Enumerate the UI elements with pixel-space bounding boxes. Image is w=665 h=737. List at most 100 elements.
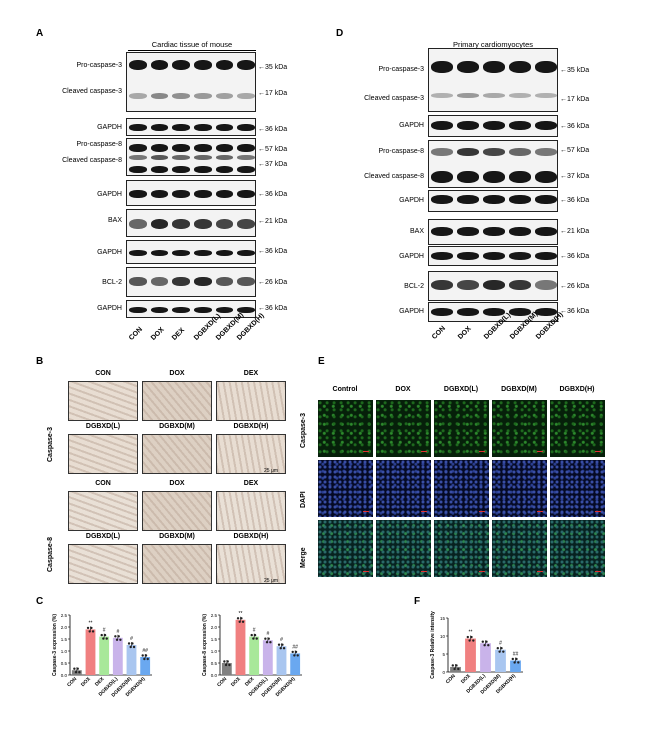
y-tick-label: 0 [442, 670, 445, 675]
blot-band [535, 280, 557, 290]
fluor-row-label: Merge [300, 547, 307, 568]
data-point [451, 664, 454, 667]
data-point [498, 650, 501, 653]
bar-DEX [249, 636, 260, 675]
blot-band [172, 166, 190, 173]
bar-DGBXD(L) [480, 643, 491, 672]
data-point [131, 642, 134, 645]
blot-band [483, 148, 505, 156]
lane-label: CON [128, 325, 144, 342]
fluorescence-image [376, 520, 431, 577]
blot-band [431, 121, 453, 130]
fluorescence-image [318, 400, 373, 457]
kda-marker: 37 kDa [560, 173, 589, 180]
bar-DGBXD(H) [510, 660, 521, 672]
bar-DGBXD(L) [262, 640, 273, 675]
kda-marker: 17 kDa [560, 96, 589, 103]
significance-mark: ** [239, 611, 243, 617]
blot-band [172, 124, 190, 131]
scale-bar-mark [421, 511, 427, 512]
blot-band [431, 148, 453, 156]
ihc-title: DGBXD(L) [85, 533, 121, 540]
ihc-title: DOX [169, 370, 185, 377]
kda-marker: 26 kDa [258, 279, 287, 286]
y-tick-label: 0.5 [211, 661, 218, 666]
fluorescence-image [376, 400, 431, 457]
data-point [241, 620, 245, 623]
blot-band [509, 148, 531, 156]
data-point [255, 637, 258, 640]
data-point [282, 647, 286, 650]
fluor-column-label: DGBXD(H) [559, 386, 595, 393]
ihc-image [216, 434, 286, 474]
x-tick-label: DEX [94, 676, 106, 688]
blot-row-label-gapdh: GAPDH [97, 191, 122, 198]
scale-bar-mark [595, 511, 601, 512]
blot-band [150, 277, 169, 286]
ihc-image [68, 381, 138, 421]
blot-band [129, 60, 147, 70]
data-point [114, 635, 117, 638]
blot-band [535, 93, 557, 98]
scale-bar-mark [479, 571, 485, 572]
data-point [253, 633, 257, 637]
bar-DOX [465, 638, 476, 672]
blot-band [129, 307, 147, 313]
blot-band [431, 252, 453, 260]
blot-band [172, 307, 190, 313]
data-point [129, 645, 132, 649]
blot-row-label-bcl2: BCL-2 [102, 279, 122, 286]
y-axis-label: Caspase-8 expression (%) [202, 614, 208, 676]
ihc-title: CON [95, 370, 111, 377]
blot-strip [428, 48, 558, 112]
significance-mark: # [130, 636, 133, 642]
data-point [296, 654, 299, 657]
significance-mark: # [103, 628, 106, 634]
blot-row-label-gapdh: GAPDH [97, 124, 122, 131]
blot-band [150, 166, 169, 173]
kda-marker: 36 kDa [560, 308, 589, 315]
fluorescence-image [550, 460, 605, 517]
ihc-image [216, 491, 286, 531]
data-point [279, 647, 282, 650]
bar-DGBXD(H) [290, 653, 301, 675]
data-point [457, 667, 460, 671]
blot-band [483, 121, 505, 130]
kda-marker: 36 kDa [560, 123, 589, 130]
blot-band [194, 250, 212, 256]
data-point [223, 660, 226, 663]
blot-row-label-gapdh: GAPDH [399, 197, 424, 204]
kda-marker: 21 kDa [258, 218, 287, 225]
y-tick-label: 15 [440, 616, 446, 621]
data-point [267, 637, 270, 640]
fluor-column-label: DGBXD(M) [501, 386, 537, 393]
blot-band [457, 93, 479, 98]
blot-band [535, 195, 557, 204]
ihc-title: DGBXD(L) [85, 423, 121, 430]
blot-band [509, 93, 531, 98]
ihc-title: DGBXD(H) [233, 423, 269, 430]
fluorescence-image [376, 460, 431, 517]
ihc-image [68, 544, 138, 584]
blot-band [172, 93, 190, 99]
blot-strip [126, 138, 256, 176]
blot-band [237, 250, 255, 256]
blot-strip [428, 190, 558, 212]
kda-marker: 36 kDa [258, 305, 287, 312]
scale-bar-mark [363, 511, 369, 512]
blot-band [457, 171, 479, 183]
blot-band [172, 277, 190, 286]
scale-bar: 25 μm [264, 468, 278, 474]
blot-band [150, 219, 169, 229]
blot-band [194, 277, 212, 286]
blot-row-label-bax: BAX [107, 217, 122, 224]
panel-label-d: D [336, 28, 344, 39]
data-point [224, 663, 228, 667]
y-axis-label: Caspase-3 Relative intensity [430, 611, 436, 679]
data-point [481, 640, 484, 643]
blot-band [431, 93, 453, 98]
blot-band [194, 166, 212, 173]
ihc-image [68, 491, 138, 531]
kda-marker: 21 kDa [560, 228, 589, 235]
data-point [100, 633, 103, 637]
